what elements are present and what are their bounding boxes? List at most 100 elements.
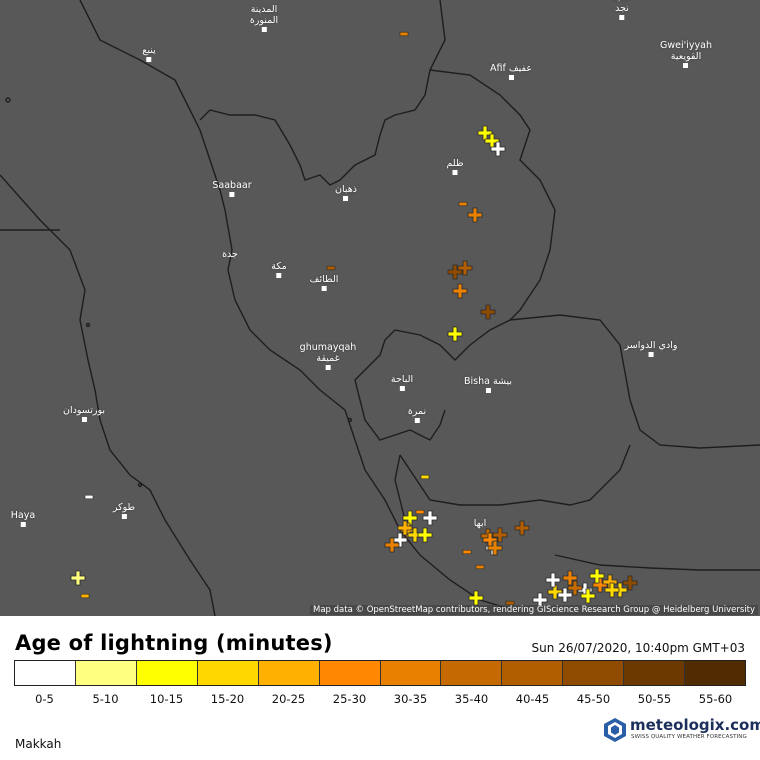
city-abha: ابها: [473, 518, 487, 529]
lightning-strike: [475, 564, 485, 570]
legend-label-25-30: 25-30: [332, 692, 367, 706]
city-dot: [121, 514, 127, 519]
city-alrass: عالية نجد: [612, 0, 632, 20]
city-dot: [508, 75, 514, 80]
city-dot: [20, 522, 26, 527]
coastline-arabia: [79, 0, 521, 613]
city-dot: [321, 286, 327, 291]
lightning-strike: [326, 265, 336, 271]
city-tokar: طوكر: [113, 502, 135, 519]
city-dhahban: ذهبان: [335, 184, 357, 201]
lightning-strike: [567, 580, 583, 596]
legend-label-35-40: 35-40: [454, 692, 489, 706]
legend-swatch-45-50: [562, 661, 624, 685]
brand-name: meteologix.com: [630, 716, 760, 734]
lightning-strike: [580, 588, 596, 604]
lightning-strike: [420, 474, 430, 480]
city-dot: [485, 388, 491, 393]
lightning-strike: [487, 540, 503, 556]
lightning-strike: [84, 494, 94, 500]
legend-swatch-20-25: [257, 661, 319, 685]
lightning-strike: [562, 570, 578, 586]
lightning-strike: [447, 264, 463, 280]
lightning-strike: [399, 31, 409, 37]
legend-swatch-35-40: [440, 661, 502, 685]
city-dot: [325, 365, 331, 370]
border-5: [394, 454, 406, 521]
hexagon-logo-icon: [604, 718, 626, 742]
legend-swatch-55-60: [684, 661, 746, 685]
city-dot: [146, 57, 152, 62]
legend-swatch-40-45: [501, 661, 563, 685]
city-dot: [276, 273, 282, 278]
legend-swatch-30-35: [379, 661, 441, 685]
lightning-strike: [622, 575, 638, 591]
legend-label-55-60: 55-60: [698, 692, 733, 706]
lightning-strike: [415, 509, 425, 515]
legend-label-10-15: 10-15: [149, 692, 184, 706]
legend-label-45-50: 45-50: [576, 692, 611, 706]
legend-label-40-45: 40-45: [515, 692, 550, 706]
lightning-strike: [452, 283, 468, 299]
island-2: [85, 322, 91, 328]
city-dot: [648, 352, 654, 357]
lightning-strike: [80, 593, 90, 599]
lightning-strike: [447, 326, 463, 342]
city-dot: [414, 418, 420, 423]
lightning-strike: [490, 141, 506, 157]
city-dot: [81, 417, 87, 422]
city-taif: الطائف: [310, 274, 338, 291]
legend-swatch-15-20: [196, 661, 258, 685]
lightning-strike: [462, 549, 472, 555]
city-saabaar: Saabaar: [212, 180, 252, 197]
legend-swatch-50-55: [623, 661, 685, 685]
city-dot: [229, 192, 235, 197]
lightning-strike: [417, 527, 433, 543]
border-3: [509, 314, 760, 449]
coastline-africa: [0, 174, 216, 616]
legend-label-0-5: 0-5: [35, 692, 54, 706]
city-gweiiyyah: Gwei'iyyah القويعية: [660, 40, 712, 68]
island-1: [5, 97, 11, 103]
island-3: [347, 417, 353, 423]
city-namira: نمرة: [408, 406, 426, 423]
lightning-strike: [547, 584, 563, 600]
border-2: [354, 69, 556, 441]
map-attribution: Map data © OpenStreetMap contributors, r…: [310, 605, 758, 615]
lightning-strike: [514, 520, 530, 536]
brand-logo[interactable]: meteologix.com SWISS QUALITY WEATHER FOR…: [603, 716, 760, 744]
lightning-strike: [557, 587, 573, 603]
city-portsudan: بورتسودان: [63, 405, 105, 422]
legend-label-15-20: 15-20: [210, 692, 245, 706]
city-yanbu: ينبع: [142, 45, 156, 62]
lightning-map[interactable]: المدينة المنورة ينبع عالية نجد Gwei'iyya…: [0, 0, 760, 616]
city-wadi: وادي الدواسر: [625, 340, 677, 357]
border-6: [554, 554, 760, 571]
lightning-strike: [505, 600, 515, 606]
city-zalim: ظلم: [446, 158, 464, 175]
island-4: [137, 482, 143, 488]
legend-title: Age of lightning (minutes): [15, 631, 333, 655]
city-ghumayqah: ghumayqah غميقة: [300, 342, 356, 370]
lightning-strike: [458, 201, 468, 207]
city-dot: [619, 15, 625, 20]
lightning-strike: [422, 510, 438, 526]
legend-swatch-0-5: [15, 661, 75, 685]
city-dot: [261, 27, 267, 32]
lightning-strike: [589, 568, 605, 584]
legend-swatch-5-10: [74, 661, 136, 685]
lightning-strike: [492, 527, 508, 543]
lightning-strike: [457, 260, 473, 276]
color-scale: [14, 660, 746, 686]
lightning-strike: [384, 537, 400, 553]
city-afif: Afif عفيف: [490, 63, 532, 80]
strikes-layer: [70, 31, 638, 608]
map-canvas: [0, 0, 760, 616]
city-dot: [343, 196, 349, 201]
lightning-strike: [468, 590, 484, 606]
border-1: [199, 0, 446, 186]
lightning-strike: [402, 510, 418, 526]
lightning-strike: [70, 570, 86, 586]
legend-label-20-25: 20-25: [271, 692, 306, 706]
border-4: [399, 444, 631, 506]
